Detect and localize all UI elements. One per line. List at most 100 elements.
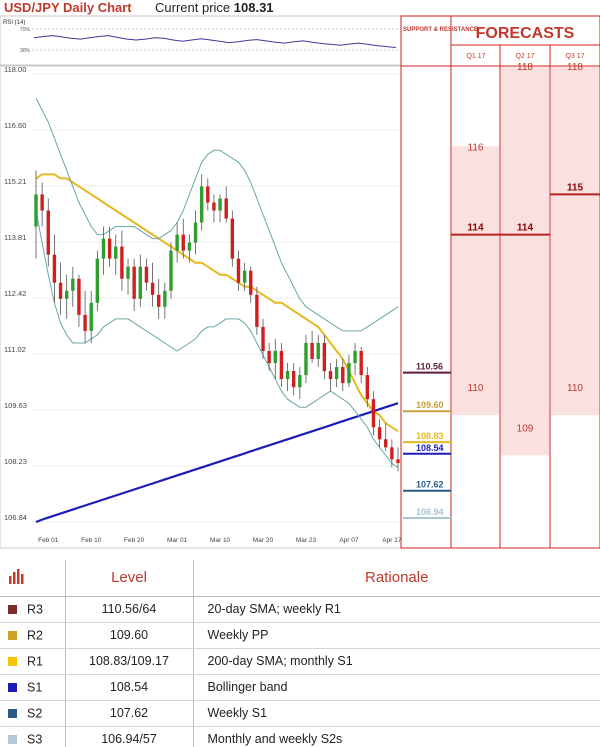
candle-body [328, 371, 333, 380]
rsi-panel [0, 15, 402, 66]
level-color-swatch [8, 656, 17, 666]
x-tick-label: Mar 01 [167, 537, 188, 544]
candle-body [396, 459, 400, 463]
forecast-range [501, 67, 549, 456]
candle-body [322, 342, 327, 372]
y-tick-label: 111.02 [4, 345, 26, 354]
candle-body [267, 350, 271, 364]
candle-body [83, 314, 87, 331]
y-tick-label: 106.84 [4, 513, 27, 522]
x-tick-label: Feb 01 [38, 537, 59, 544]
candle-body [46, 210, 50, 255]
level-name: R3 [27, 602, 43, 617]
series-line-bb_lower [35, 210, 399, 468]
level-name-cell: S2 [0, 700, 66, 727]
level-name: S1 [27, 680, 43, 695]
candle-body [64, 290, 69, 299]
candle-body [279, 350, 284, 380]
level-rationale: Weekly PP [193, 622, 600, 649]
candle-body [187, 242, 192, 251]
level-row: S1 108.54 Bollinger band [0, 674, 600, 701]
candle-body [341, 367, 345, 384]
support-resistance-column [400, 15, 452, 549]
level-color-swatch [8, 630, 17, 640]
candle-body [334, 367, 339, 380]
forecast-label: 110 [468, 383, 484, 394]
candle-body [206, 186, 210, 203]
y-tick-label: 113.81 [4, 233, 26, 242]
rsi-tick-high: 70% [20, 27, 31, 33]
forecast-label: 110 [567, 383, 583, 394]
quarter-label: Q3 17 [565, 53, 584, 60]
candle-body [353, 350, 357, 364]
forecast-range [551, 67, 599, 416]
forecast-label: 109 [517, 423, 534, 434]
series-line-sma200 [35, 173, 399, 433]
rsi-label: RSI (14) [3, 20, 25, 26]
candle-body [199, 186, 204, 223]
candle-body [181, 234, 185, 251]
y-tick-label: 112.42 [4, 289, 26, 298]
candle-body [95, 258, 100, 303]
candle-body [132, 266, 136, 299]
forecast-label: 114 [467, 223, 484, 234]
forecast-label: 118 [517, 62, 533, 73]
usdjpy-chart: SUPPORT & RESISTANCE FORECASTS Q1 17 Q2 … [0, 15, 600, 549]
level-value: 107.62 [65, 700, 194, 727]
candle-body [285, 371, 290, 380]
candle-body [261, 326, 265, 351]
current-price: Current price 108.31 [155, 0, 274, 15]
level-name: S3 [27, 732, 43, 747]
level-row: R1 108.83/109.17 200-day SMA; monthly S1 [0, 648, 600, 675]
candle-body [291, 371, 296, 388]
candle-body [377, 427, 382, 440]
chart-title: USD/JPY Daily Chart [4, 0, 132, 15]
sr-label: 106.94 [416, 507, 444, 517]
x-tick-label: Feb 20 [124, 537, 145, 544]
candle-body [40, 194, 44, 211]
candle-body [120, 246, 124, 279]
candle-body [101, 238, 106, 259]
level-color-swatch [8, 734, 17, 744]
level-rationale: 200-day SMA; monthly S1 [193, 648, 600, 675]
level-value: 108.54 [65, 674, 194, 701]
candle-body [175, 234, 179, 251]
levels-table-header: Level Rationale [0, 560, 600, 597]
candle-body [126, 266, 130, 279]
level-rationale: Weekly S1 [193, 700, 600, 727]
candle-body [107, 238, 112, 259]
candle-body [359, 350, 363, 376]
candle-body [224, 198, 228, 219]
candle-body [169, 250, 173, 291]
level-color-swatch [8, 604, 17, 614]
candle-body [255, 294, 259, 327]
quarter-label: Q1 17 [466, 53, 485, 60]
x-tick-label: Mar 23 [296, 537, 317, 544]
level-value: 108.83/109.17 [65, 648, 194, 675]
level-rationale: 20-day SMA; weekly R1 [193, 596, 600, 623]
level-name: R1 [27, 654, 43, 669]
y-tick-label: 108.23 [4, 457, 27, 466]
y-tick-label: 116.60 [4, 121, 26, 130]
series-line-weekly_line [35, 402, 399, 524]
forecast-range [452, 146, 499, 416]
forecast-label: 116 [468, 142, 484, 153]
candle-body [52, 254, 57, 283]
series-line-bb_upper [35, 97, 399, 332]
x-tick-label: Mar 10 [210, 537, 231, 544]
level-name-cell: S1 [0, 674, 66, 701]
candle-body [242, 270, 247, 283]
level-row: R2 109.60 Weekly PP [0, 622, 600, 649]
forecast-label: 118 [567, 62, 583, 73]
candle-body [310, 342, 314, 360]
candle-body [236, 258, 241, 283]
level-value: 106.94/57 [65, 726, 194, 747]
sr-label: 108.83 [416, 431, 444, 441]
candle-body [298, 375, 302, 388]
candle-body [114, 246, 118, 259]
candle-body [365, 375, 370, 400]
x-tick-label: Feb 10 [81, 537, 102, 544]
level-value: 110.56/64 [65, 596, 194, 623]
rsi-tick-low: 30% [20, 48, 31, 54]
sr-label: 110.56 [416, 362, 443, 372]
